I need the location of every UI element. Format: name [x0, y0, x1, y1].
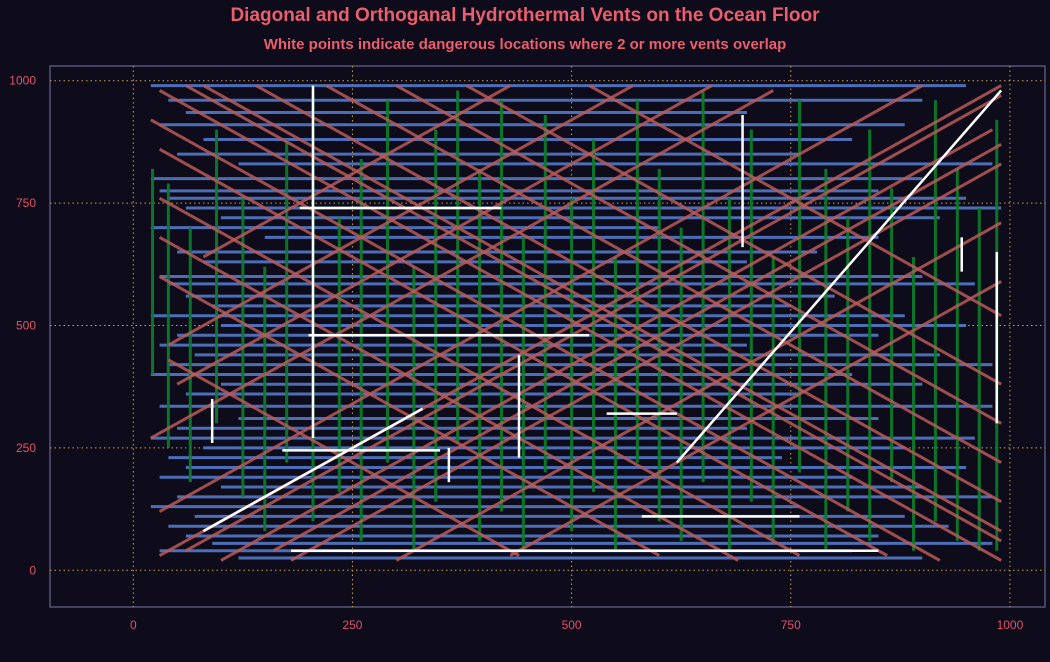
diagonal-vent-line	[220, 128, 994, 562]
diagonal-vent-line	[185, 84, 1002, 543]
diagonal-vent-line	[158, 147, 888, 557]
y-tick-label: 750	[16, 196, 36, 210]
x-tick-label: 500	[562, 618, 582, 632]
x-tick-label: 0	[130, 618, 137, 632]
diagonal-vent-line	[158, 236, 739, 562]
diagonal-vent-line	[158, 89, 1002, 562]
diagonal-vent-line	[465, 84, 1002, 386]
diagonal-vent-line	[588, 84, 1002, 318]
diagonal-vent-line	[158, 84, 924, 513]
diagonal-vent-line	[167, 84, 634, 347]
tick-labels: 0 250 500 750 1000 0 250 500 750 1000	[9, 74, 1023, 632]
plot-frame	[49, 65, 1046, 608]
diagonal-vent-line	[509, 280, 1002, 557]
overlap-vent-line	[202, 407, 424, 533]
diagonal-vent-line	[185, 94, 1002, 553]
y-tick-label: 250	[16, 441, 36, 455]
x-tick-label: 1000	[997, 618, 1024, 632]
x-tick-label: 250	[342, 618, 362, 632]
series-layer	[150, 84, 1003, 562]
y-tick-label: 1000	[9, 74, 36, 88]
y-tick-label: 500	[16, 318, 36, 332]
diagonal-vent-line	[202, 84, 1002, 533]
diagonal-vent-line	[167, 358, 520, 557]
diagonal-vents	[150, 84, 1002, 562]
diagonal-vent-line	[176, 84, 713, 386]
overlap-vent-line	[675, 89, 1003, 464]
x-tick-label: 750	[781, 618, 801, 632]
diagonal-vent-line	[150, 89, 774, 440]
overlap-vents	[202, 85, 1003, 552]
y-tick-label: 0	[29, 563, 36, 577]
diagonal-vent-line	[325, 84, 1002, 464]
chart-title: Diagonal and Orthoganal Hydrothermal Ven…	[230, 5, 820, 26]
diagonal-vent-line	[272, 143, 1002, 553]
diagonal-vent-line	[158, 196, 801, 557]
diagonal-vent-line	[395, 84, 1002, 425]
diagonal-vent-line	[150, 118, 941, 562]
chart-subtitle: White points indicate dangerous location…	[263, 36, 787, 53]
diagonal-vent-line	[255, 84, 1002, 504]
